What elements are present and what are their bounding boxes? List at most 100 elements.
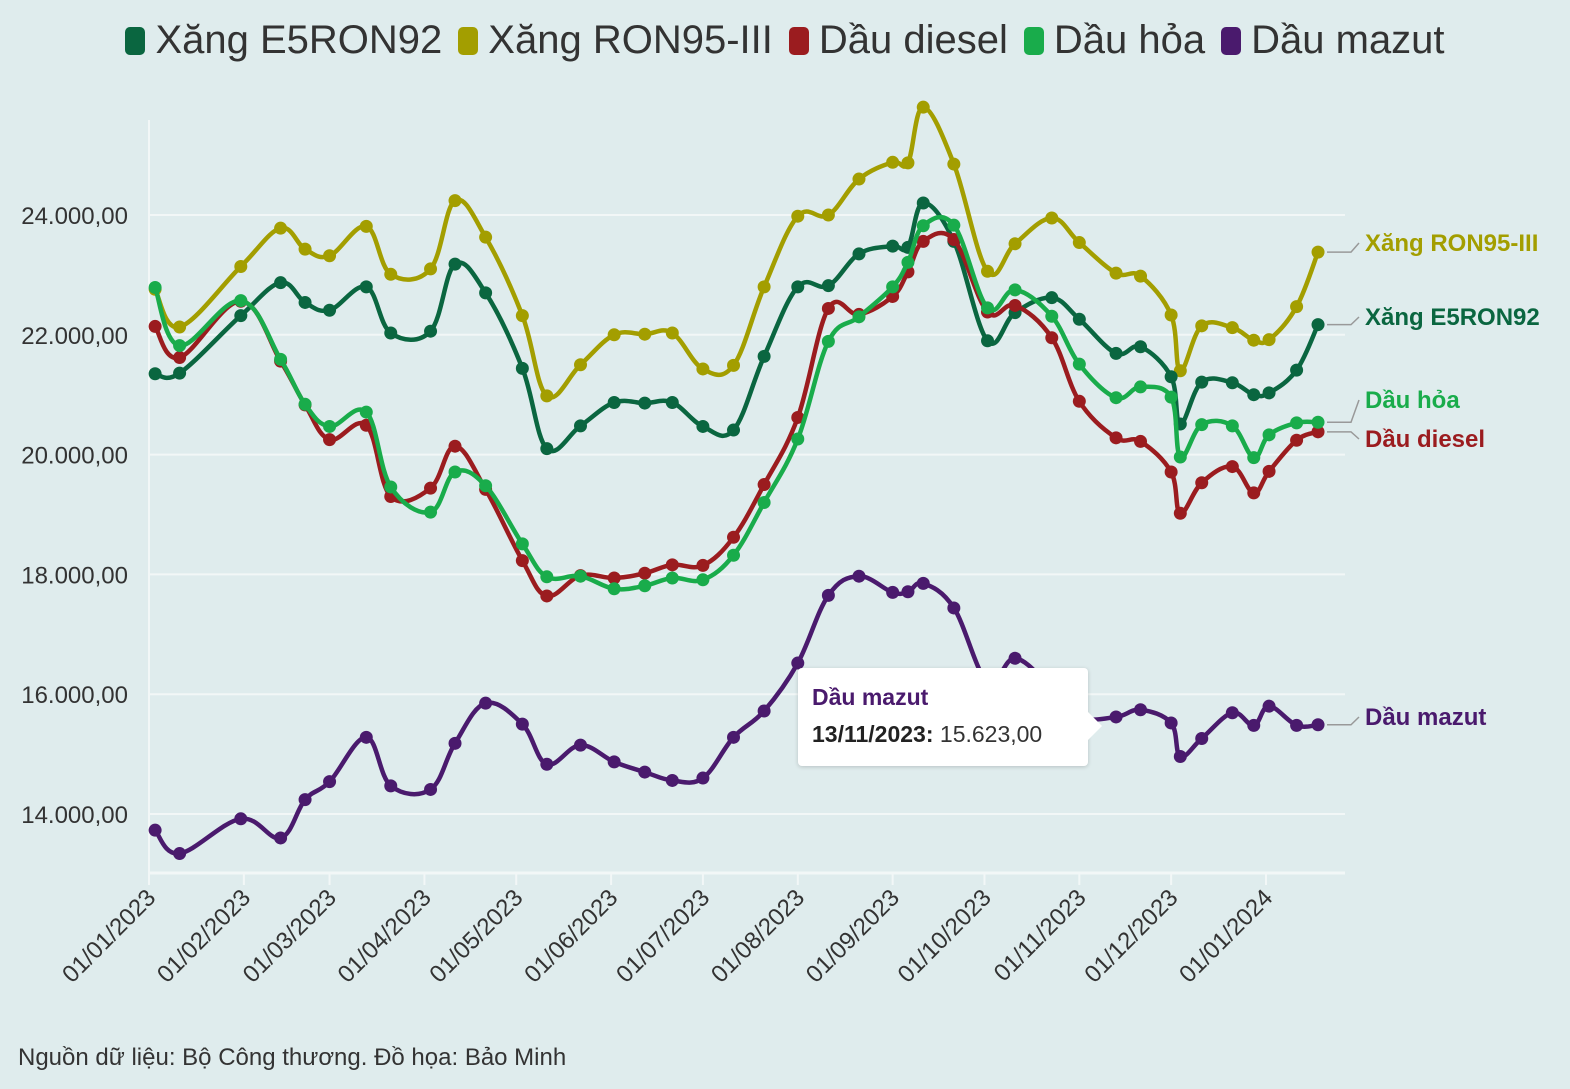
x-tick-label: 01/01/2023 [57, 884, 161, 988]
data-point [696, 573, 710, 587]
data-point [1045, 211, 1059, 225]
data-point [916, 219, 930, 233]
legend-item-mazut[interactable]: Dầu mazut [1221, 18, 1445, 63]
data-point [1195, 375, 1209, 389]
legend-item-kerosene[interactable]: Dầu hỏa [1023, 18, 1205, 63]
end-label: Dầu diesel [1365, 426, 1485, 453]
y-tick-label: 24.000,00 [21, 203, 128, 230]
data-point [1109, 391, 1123, 405]
data-point [1008, 298, 1022, 312]
data-point [323, 433, 337, 447]
legend-swatch-e5ron92 [125, 26, 146, 55]
end-label-leader [1327, 399, 1360, 424]
data-point [757, 349, 771, 363]
data-point [1134, 380, 1148, 394]
legend-label-e5ron92: Xăng E5RON92 [155, 18, 443, 62]
data-point [323, 303, 337, 317]
legend-swatch-mazut [1221, 26, 1242, 55]
tooltip-series-name: Dầu mazut [812, 684, 929, 710]
data-point [757, 478, 771, 492]
data-point [757, 704, 771, 718]
x-tick-label: 01/03/2023 [238, 884, 342, 988]
data-point [916, 234, 930, 248]
data-point [886, 155, 900, 169]
data-point [1225, 419, 1239, 433]
data-point [148, 319, 162, 333]
data-point [791, 410, 805, 424]
legend-item-ron95[interactable]: Xăng RON95-III [458, 18, 773, 63]
end-label-leader [1327, 316, 1360, 326]
data-point [886, 239, 900, 253]
data-point [638, 579, 652, 593]
tooltip-value: 15.623,00 [939, 721, 1043, 747]
x-tick-label: 01/12/2023 [1079, 884, 1183, 988]
data-point [757, 496, 771, 510]
data-point [1072, 357, 1086, 371]
data-point [1290, 718, 1304, 732]
legend-label-mazut: Dầu mazut [1251, 18, 1445, 62]
data-point [1173, 506, 1187, 520]
data-point [173, 366, 187, 380]
data-point [1225, 321, 1239, 335]
data-point [981, 301, 995, 315]
data-point [515, 717, 529, 731]
data-point [1262, 386, 1276, 400]
data-point [1072, 312, 1086, 326]
data-point [298, 295, 312, 309]
end-label: Dầu mazut [1365, 704, 1486, 731]
data-point [607, 755, 621, 769]
data-point [638, 327, 652, 341]
series-3 [148, 214, 1325, 596]
data-point [727, 358, 741, 372]
data-point [540, 757, 554, 771]
data-point [791, 432, 805, 446]
x-tick-label: 01/04/2023 [333, 884, 437, 988]
data-point [234, 294, 248, 308]
legend-swatch-diesel [788, 26, 809, 55]
data-point [916, 196, 930, 210]
data-point [1134, 434, 1148, 448]
data-point [274, 831, 288, 845]
series-0 [148, 196, 1325, 456]
legend-item-diesel[interactable]: Dầu diesel [788, 18, 1008, 63]
tooltip-date: 13/11/2023: [812, 721, 934, 747]
data-point [981, 264, 995, 278]
data-point [916, 576, 930, 590]
data-point [274, 221, 288, 235]
data-point [384, 779, 398, 793]
data-point [1311, 318, 1325, 332]
data-point [1109, 266, 1123, 280]
data-point [665, 558, 679, 572]
data-point [359, 405, 373, 419]
data-point [448, 736, 462, 750]
end-label: Xăng RON95-III [1365, 230, 1538, 257]
data-point [448, 465, 462, 479]
data-point [1195, 732, 1209, 746]
data-point [1164, 716, 1178, 730]
data-point [886, 280, 900, 294]
data-point [515, 537, 529, 551]
y-tick-label: 18.000,00 [21, 562, 128, 589]
data-point [540, 589, 554, 603]
data-point [1262, 428, 1276, 442]
data-point [359, 280, 373, 294]
data-point [173, 351, 187, 365]
data-point [1045, 331, 1059, 345]
legend-item-e5ron92[interactable]: Xăng E5RON92 [125, 18, 442, 63]
data-point [852, 247, 866, 261]
y-tick-label: 22.000,00 [21, 323, 128, 350]
data-point [727, 548, 741, 562]
chart-tooltip: Dầu mazut 13/11/2023: 15.623,00 [798, 668, 1102, 766]
x-tick-label: 01/08/2023 [706, 884, 810, 988]
data-point [1173, 450, 1187, 464]
end-label-leader [1327, 242, 1360, 253]
data-point [696, 558, 710, 572]
data-point [696, 419, 710, 433]
x-tick-label: 01/05/2023 [424, 884, 528, 988]
data-point [1247, 486, 1261, 500]
data-point [852, 569, 866, 583]
data-point [359, 219, 373, 233]
data-point [1225, 460, 1239, 474]
data-point [479, 696, 493, 710]
data-point [947, 233, 961, 247]
